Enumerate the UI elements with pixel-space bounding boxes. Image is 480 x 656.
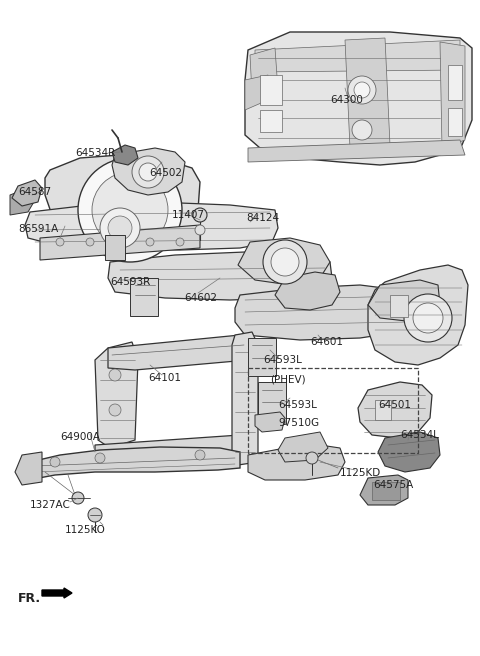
Polygon shape bbox=[278, 432, 328, 462]
Circle shape bbox=[92, 172, 168, 248]
Circle shape bbox=[413, 303, 443, 333]
Circle shape bbox=[176, 238, 184, 246]
Circle shape bbox=[352, 120, 372, 140]
Text: 64300: 64300 bbox=[330, 95, 363, 105]
Circle shape bbox=[139, 163, 157, 181]
Polygon shape bbox=[12, 180, 42, 206]
Polygon shape bbox=[248, 445, 345, 480]
Polygon shape bbox=[112, 145, 138, 165]
Text: 64502: 64502 bbox=[149, 168, 182, 178]
Bar bbox=[448, 65, 462, 100]
Circle shape bbox=[263, 240, 307, 284]
Circle shape bbox=[78, 158, 182, 262]
Circle shape bbox=[195, 450, 205, 460]
Circle shape bbox=[109, 369, 121, 381]
Polygon shape bbox=[440, 42, 465, 148]
Circle shape bbox=[116, 238, 124, 246]
Circle shape bbox=[193, 208, 207, 222]
Circle shape bbox=[348, 76, 376, 104]
Polygon shape bbox=[108, 335, 248, 370]
Text: 64593L: 64593L bbox=[278, 400, 317, 410]
Polygon shape bbox=[248, 140, 465, 162]
Text: 64501: 64501 bbox=[378, 400, 411, 410]
Polygon shape bbox=[45, 155, 200, 250]
Circle shape bbox=[108, 216, 132, 240]
Circle shape bbox=[86, 238, 94, 246]
Bar bbox=[130, 278, 158, 316]
Polygon shape bbox=[108, 252, 332, 300]
Circle shape bbox=[271, 248, 299, 276]
Polygon shape bbox=[345, 38, 390, 148]
Text: 1327AC: 1327AC bbox=[30, 500, 71, 510]
Circle shape bbox=[95, 453, 105, 463]
Text: 64601: 64601 bbox=[310, 337, 343, 347]
Bar bbox=[448, 108, 462, 136]
Circle shape bbox=[306, 452, 318, 464]
Bar bbox=[260, 75, 282, 105]
Text: (PHEV): (PHEV) bbox=[270, 375, 306, 385]
Polygon shape bbox=[245, 75, 268, 110]
Bar bbox=[375, 400, 391, 420]
Polygon shape bbox=[368, 265, 468, 365]
Polygon shape bbox=[112, 148, 185, 195]
Polygon shape bbox=[10, 188, 35, 215]
Bar bbox=[248, 368, 418, 453]
Circle shape bbox=[146, 238, 154, 246]
Circle shape bbox=[109, 404, 121, 416]
Text: 64602: 64602 bbox=[184, 293, 217, 303]
Text: 64101: 64101 bbox=[148, 373, 181, 383]
Polygon shape bbox=[245, 32, 472, 165]
Polygon shape bbox=[232, 332, 258, 465]
Polygon shape bbox=[95, 435, 250, 462]
Polygon shape bbox=[95, 342, 138, 448]
Circle shape bbox=[50, 457, 60, 467]
Polygon shape bbox=[255, 412, 285, 432]
Polygon shape bbox=[28, 447, 240, 480]
Polygon shape bbox=[40, 225, 200, 260]
Circle shape bbox=[404, 294, 452, 342]
Bar bbox=[390, 295, 408, 317]
Text: 64587: 64587 bbox=[18, 187, 51, 197]
Polygon shape bbox=[25, 202, 278, 250]
Text: 97510G: 97510G bbox=[278, 418, 319, 428]
Polygon shape bbox=[360, 475, 408, 505]
Circle shape bbox=[354, 82, 370, 98]
Text: 64593R: 64593R bbox=[110, 277, 150, 287]
Text: 64534L: 64534L bbox=[400, 430, 439, 440]
Circle shape bbox=[72, 492, 84, 504]
Bar bbox=[105, 235, 125, 260]
Text: 64593L: 64593L bbox=[263, 355, 302, 365]
FancyArrow shape bbox=[42, 588, 72, 598]
Circle shape bbox=[100, 208, 140, 248]
Circle shape bbox=[56, 238, 64, 246]
Text: 84124: 84124 bbox=[246, 213, 279, 223]
Polygon shape bbox=[358, 382, 432, 438]
Polygon shape bbox=[368, 280, 440, 322]
Polygon shape bbox=[15, 452, 42, 485]
Text: 1125KD: 1125KD bbox=[340, 468, 381, 478]
Polygon shape bbox=[255, 40, 460, 72]
Text: 86591A: 86591A bbox=[18, 224, 58, 234]
Circle shape bbox=[88, 508, 102, 522]
Bar bbox=[258, 382, 286, 424]
Polygon shape bbox=[238, 238, 330, 285]
Circle shape bbox=[195, 225, 205, 235]
Bar bbox=[372, 482, 400, 500]
Text: 64900A: 64900A bbox=[60, 432, 100, 442]
Polygon shape bbox=[235, 285, 415, 340]
Circle shape bbox=[132, 156, 164, 188]
Text: 64575A: 64575A bbox=[373, 480, 413, 490]
Text: FR.: FR. bbox=[18, 592, 41, 605]
Bar bbox=[260, 110, 282, 132]
Polygon shape bbox=[378, 432, 440, 472]
Text: 64534R: 64534R bbox=[75, 148, 115, 158]
Polygon shape bbox=[250, 48, 278, 95]
Text: 1125KO: 1125KO bbox=[65, 525, 106, 535]
Text: 11407: 11407 bbox=[172, 210, 205, 220]
Polygon shape bbox=[275, 272, 340, 310]
Bar bbox=[248, 338, 276, 376]
